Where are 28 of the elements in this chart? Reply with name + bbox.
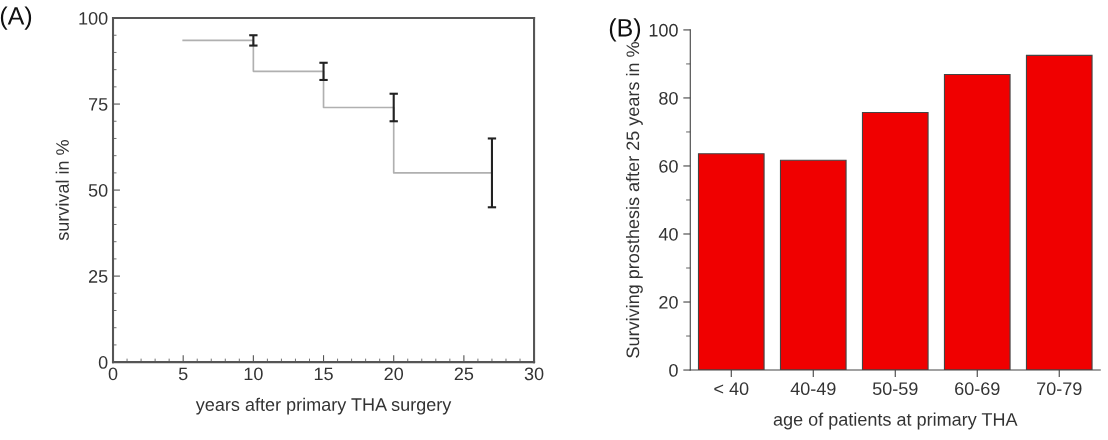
- chart-title: (A): [0, 6, 32, 30]
- x-tick-label: 60-69: [955, 382, 1000, 396]
- y-tick-label: 25: [88, 270, 108, 283]
- y-tick-label: 0: [98, 356, 108, 369]
- y-tick-label: 75: [89, 98, 108, 111]
- x-tick-label: 0: [108, 367, 118, 381]
- x-axis-title: age of patients at primary THA: [773, 412, 1018, 430]
- y-axis-title: survival in %: [55, 140, 69, 241]
- x-tick-label: 70-79: [1037, 382, 1082, 396]
- x-tick-label: 5: [178, 367, 188, 381]
- x-tick-label: 10: [244, 367, 263, 381]
- y-tick-label: 100: [79, 11, 108, 25]
- y-tick-label: 100: [649, 23, 678, 37]
- x-tick-label: 20: [384, 367, 404, 381]
- x-tick-label: 40-49: [790, 382, 836, 396]
- y-axis-title: Surviving prosthesis after 25 years in %: [625, 42, 643, 358]
- y-tick-label: 60: [659, 159, 678, 173]
- y-tick-label: 80: [659, 91, 678, 105]
- x-tick-label: 30: [524, 367, 544, 381]
- y-tick-label: 20: [659, 295, 678, 309]
- x-tick-label: < 40: [714, 382, 749, 396]
- y-tick-label: 40: [658, 227, 678, 241]
- chart-title: (B): [609, 18, 641, 42]
- x-tick-label: 50-59: [872, 382, 918, 396]
- y-tick-label: 50: [88, 184, 108, 197]
- x-axis-title: years after primary THA surgery: [195, 397, 452, 415]
- x-tick-label: 15: [314, 367, 333, 381]
- x-tick-label: 25: [454, 367, 474, 381]
